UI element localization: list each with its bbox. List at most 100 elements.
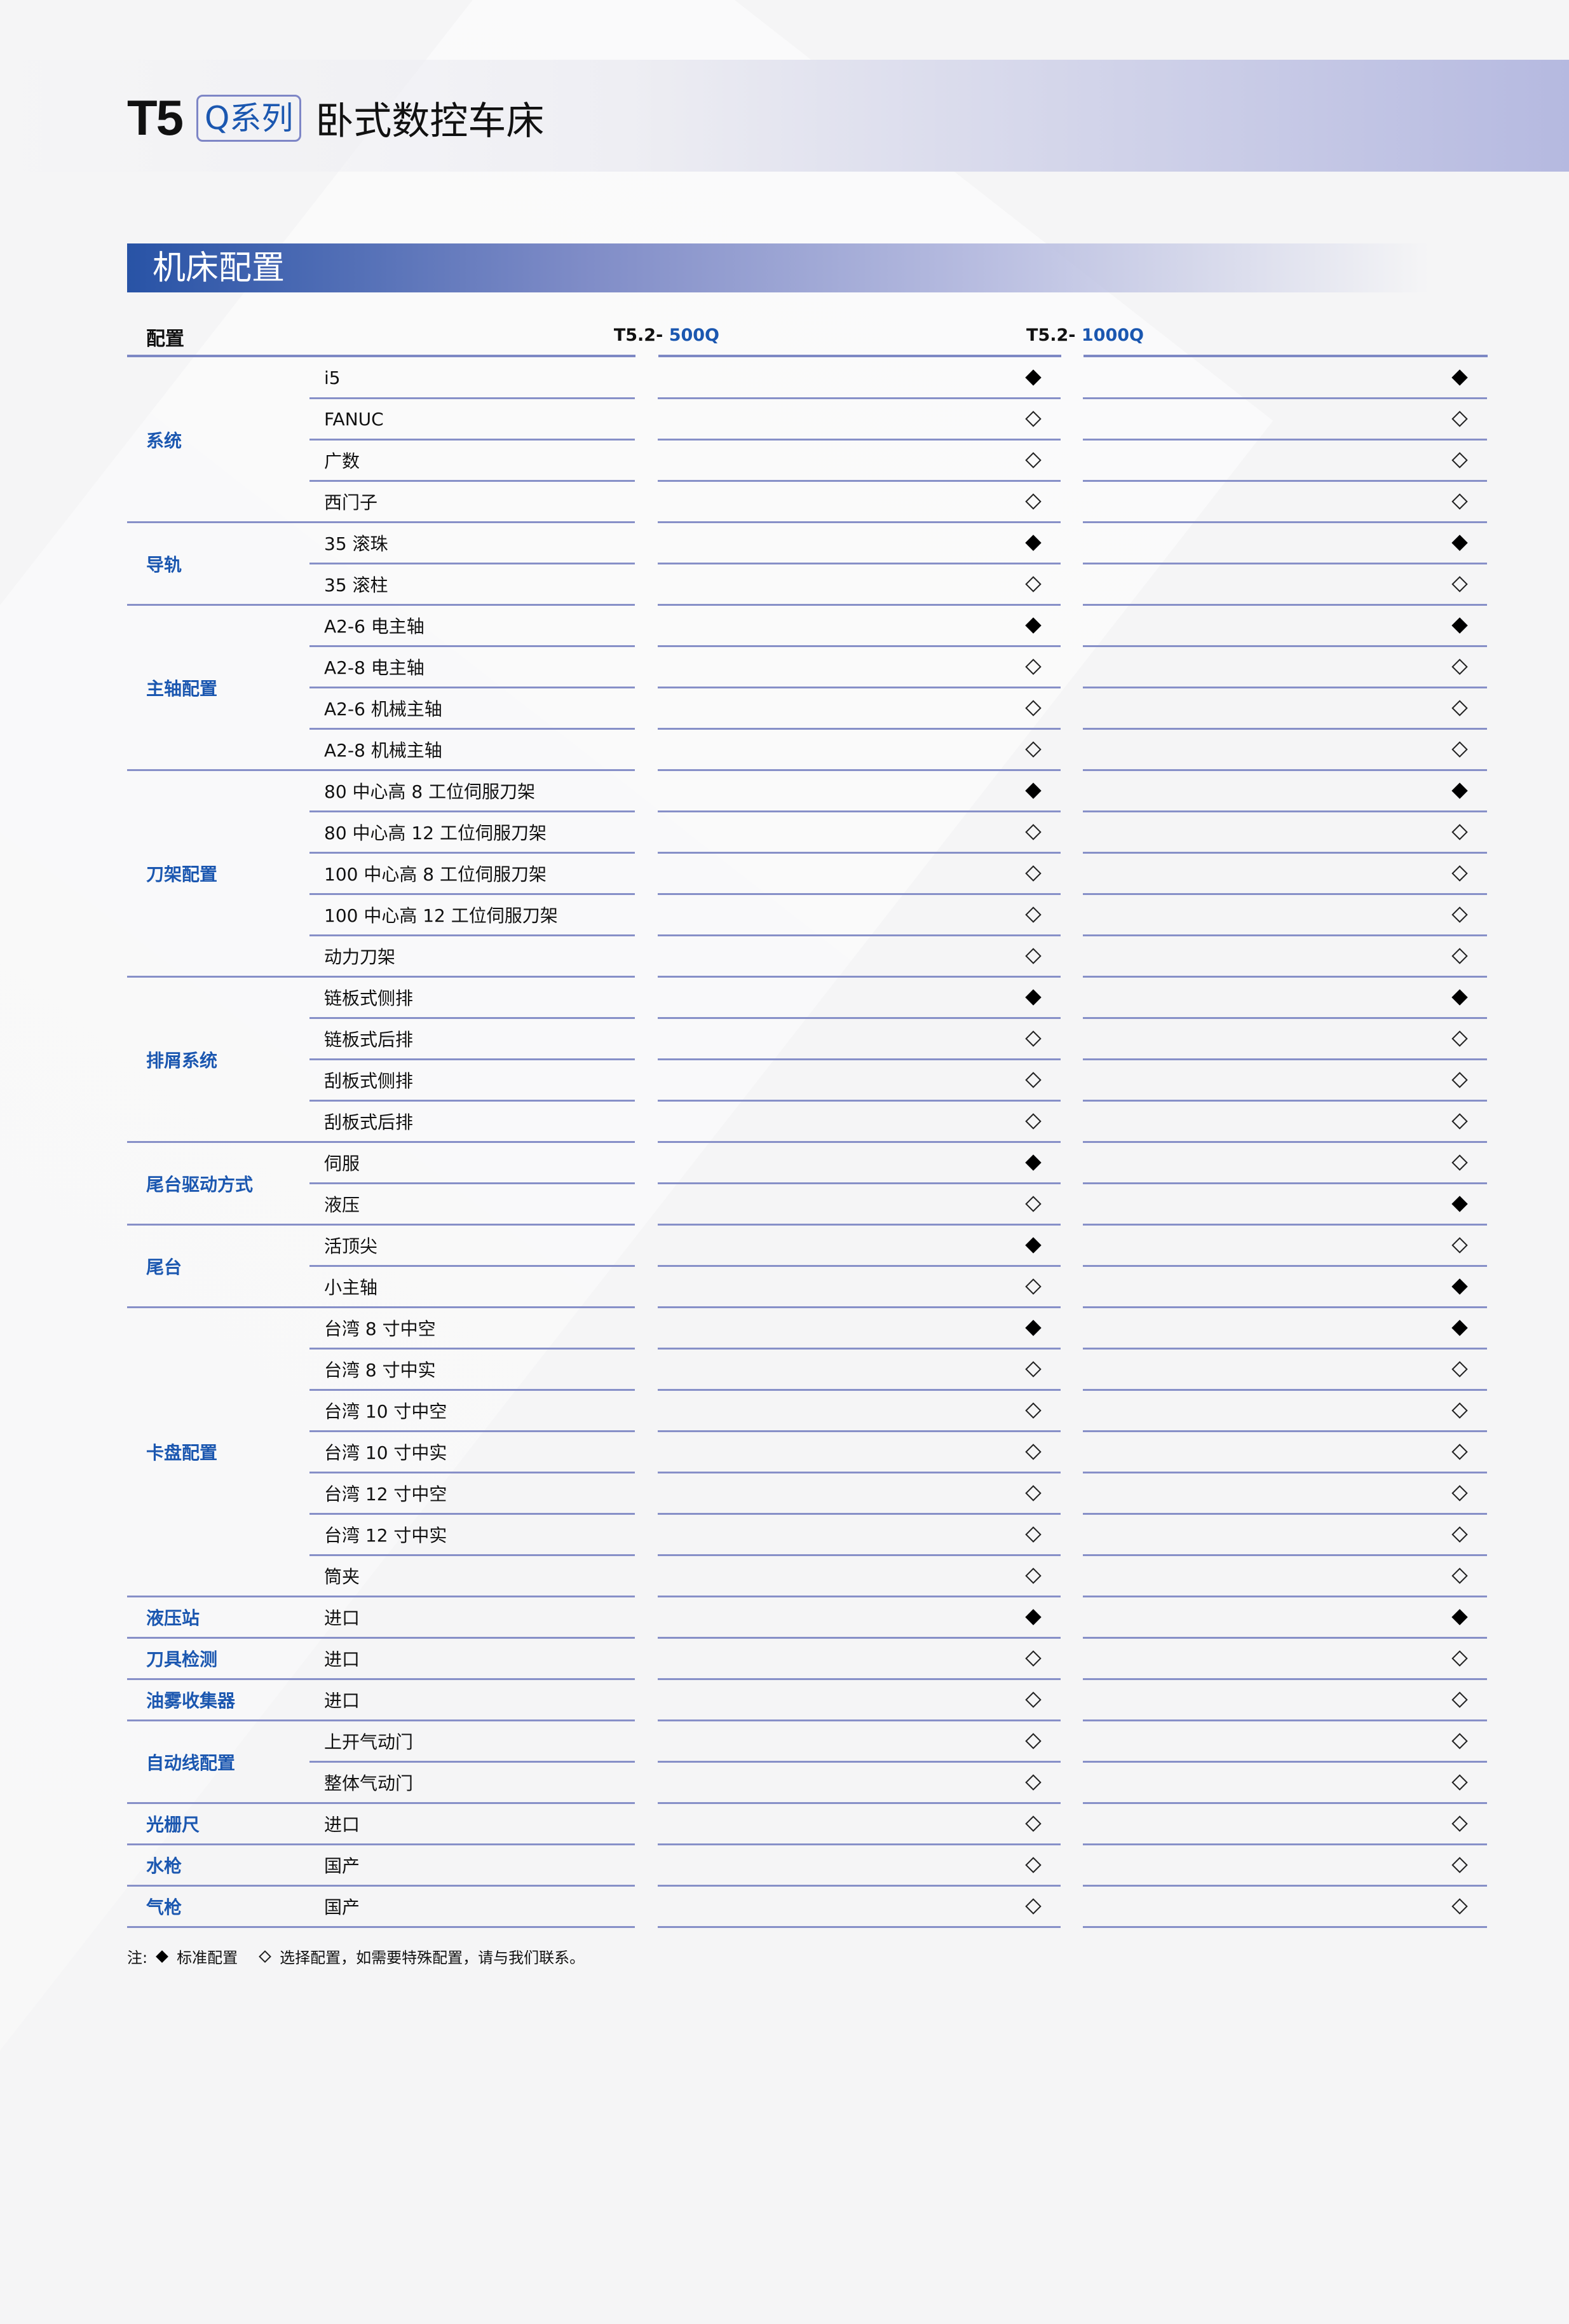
model-cell: [658, 1515, 1061, 1556]
filled-diamond-icon: [1451, 535, 1468, 551]
item-name: 西门子: [309, 482, 635, 523]
filled-diamond-icon: [1451, 369, 1468, 386]
table-row: 国产: [309, 1887, 1487, 1928]
config-group: 光栅尺 进口: [127, 1804, 1487, 1845]
model-cell: [658, 978, 1061, 1019]
model-cell: [1083, 1887, 1487, 1928]
model-cell: [1083, 1060, 1487, 1102]
hollow-diamond-icon: [1025, 411, 1042, 427]
hollow-diamond-icon: [1451, 1774, 1468, 1791]
hollow-diamond-icon: [1025, 1857, 1042, 1873]
filled-diamond-icon: [1451, 1609, 1468, 1625]
model-cell: [1083, 1308, 1487, 1350]
config-group: 主轴配置 A2-6 电主轴 A2-8 电主轴 A2-6 机械主轴 A2-8 机械主轴: [127, 606, 1487, 771]
model-cell: [658, 1143, 1061, 1184]
item-name: 活顶尖: [309, 1226, 635, 1267]
hollow-diamond-icon: [1451, 906, 1468, 923]
config-group: 水枪 国产: [127, 1845, 1487, 1887]
hollow-diamond-icon: [1025, 1898, 1042, 1915]
model-cell: [1083, 1267, 1487, 1308]
item-name: 链板式后排: [309, 1019, 635, 1060]
page-title: T5 Q系列 卧式数控车床: [127, 89, 544, 147]
hollow-diamond-icon: [1025, 1568, 1042, 1584]
table-row: 筒夹: [309, 1556, 1487, 1597]
item-name: 台湾 12 寸中实: [309, 1515, 635, 1556]
model-cell: [1083, 1391, 1487, 1432]
model-cell: [1083, 1515, 1487, 1556]
group-label: 液压站: [127, 1597, 309, 1639]
model-cell: [1083, 1432, 1487, 1473]
section-header: 机床配置: [127, 243, 1430, 292]
hollow-diamond-icon: [1025, 1113, 1042, 1130]
hollow-diamond-icon: [1451, 411, 1468, 427]
model-cell: [658, 1639, 1061, 1680]
model-suffix: 1000Q: [1081, 325, 1144, 345]
group-label: 光栅尺: [127, 1804, 309, 1845]
item-name: 小主轴: [309, 1267, 635, 1308]
item-name: A2-8 电主轴: [309, 647, 635, 688]
hollow-diamond-icon: [1451, 1237, 1468, 1254]
table-row: 刮板式后排: [309, 1102, 1487, 1143]
config-group: 油雾收集器 进口: [127, 1680, 1487, 1721]
group-label: 刀具检测: [127, 1639, 309, 1680]
hollow-diamond-icon: [1451, 824, 1468, 840]
config-group: 导轨 35 滚珠 35 滚柱: [127, 523, 1487, 606]
page-subtitle: 卧式数控车床: [315, 99, 545, 144]
hollow-diamond-icon: [1025, 1072, 1042, 1088]
table-row: 伺服: [309, 1143, 1487, 1184]
group-label: 刀架配置: [127, 771, 309, 978]
table-row: 进口: [309, 1680, 1487, 1721]
table-row: A2-6 机械主轴: [309, 688, 1487, 730]
model-cell: [658, 1763, 1061, 1804]
table-row: 刮板式侧排: [309, 1060, 1487, 1102]
model-cell: [658, 1473, 1061, 1515]
note-prefix: 注:: [127, 1949, 148, 1967]
item-name: 国产: [309, 1887, 635, 1928]
hollow-diamond-icon: [1451, 1815, 1468, 1832]
model-cell: [658, 812, 1061, 854]
group-label: 排屑系统: [127, 978, 309, 1143]
hollow-diamond-icon: [1025, 659, 1042, 675]
model-cell: [1083, 399, 1487, 441]
hollow-diamond-icon: [1025, 1030, 1042, 1047]
filled-diamond-icon: [1451, 783, 1468, 799]
hollow-diamond-icon: [1451, 1444, 1468, 1460]
model-cell: [658, 523, 1061, 564]
group-label: 水枪: [127, 1845, 309, 1887]
hollow-diamond-icon: [1451, 1568, 1468, 1584]
hollow-diamond-icon: [1025, 1402, 1042, 1419]
table-row: 台湾 12 寸中空: [309, 1473, 1487, 1515]
hollow-diamond-icon: [1451, 865, 1468, 882]
hollow-diamond-icon: [1025, 493, 1042, 510]
model-cell: [658, 1019, 1061, 1060]
model-cell: [658, 1308, 1061, 1350]
config-table: 系统 i5 FANUC 广数 西门子 导轨 35 滚珠 35 滚柱 主轴配置 A2-6 电主轴 A2…: [127, 358, 1487, 1928]
model-cell: [658, 1597, 1061, 1639]
hollow-diamond-icon: [1451, 576, 1468, 592]
model-cell: [658, 1845, 1061, 1887]
item-name: 上开气动门: [309, 1721, 635, 1763]
model-cell: [1083, 564, 1487, 606]
item-name: 动力刀架: [309, 936, 635, 978]
table-row: 上开气动门: [309, 1721, 1487, 1763]
hollow-diamond-icon: [1451, 1650, 1468, 1667]
config-group: 卡盘配置 台湾 8 寸中空 台湾 8 寸中实 台湾 10 寸中空 台湾 10 寸中实 台湾…: [127, 1308, 1487, 1597]
group-label: 导轨: [127, 523, 309, 606]
group-label: 系统: [127, 358, 309, 523]
hollow-diamond-icon: [1025, 1692, 1042, 1708]
hollow-diamond-icon: [1025, 1485, 1042, 1501]
config-group: 自动线配置 上开气动门 整体气动门: [127, 1721, 1487, 1804]
model-cell: [658, 936, 1061, 978]
table-row: 链板式侧排: [309, 978, 1487, 1019]
filled-diamond-icon: [1451, 1320, 1468, 1336]
hollow-diamond-icon: [1451, 1030, 1468, 1047]
hollow-diamond-icon: [1451, 1692, 1468, 1708]
hollow-diamond-icon: [1025, 1774, 1042, 1791]
filled-diamond-icon: [1451, 1196, 1468, 1212]
hollow-diamond-icon: [1025, 1444, 1042, 1460]
hollow-diamond-icon: [1025, 948, 1042, 964]
item-name: 35 滚柱: [309, 564, 635, 606]
model-cell: [658, 730, 1061, 771]
model-cell: [1083, 936, 1487, 978]
filled-diamond-icon: [1025, 1237, 1042, 1254]
